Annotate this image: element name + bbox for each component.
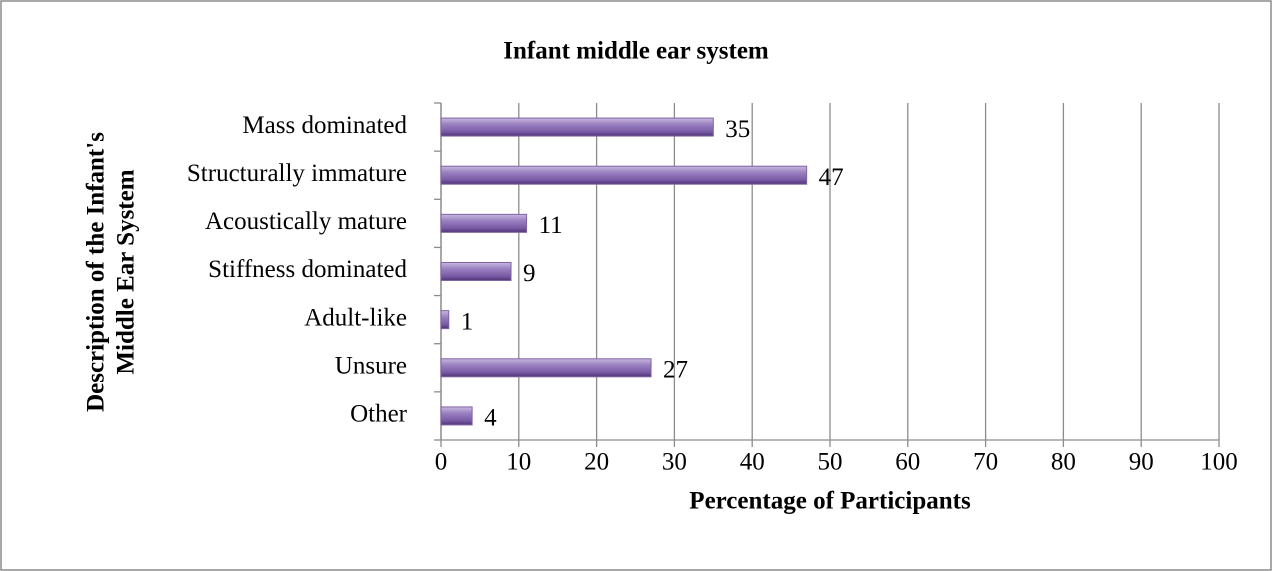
- y-tick-label: Stiffness dominated: [208, 256, 407, 283]
- bar: [440, 117, 714, 137]
- x-tick-label: 50: [818, 449, 843, 476]
- x-tick-label: 70: [973, 449, 998, 476]
- y-tick-label: Acoustically mature: [205, 208, 407, 235]
- y-tick-label: Structurally immature: [187, 160, 407, 187]
- x-tick-label: 0: [435, 449, 448, 476]
- x-tick-label: 30: [662, 449, 687, 476]
- data-label: 35: [725, 116, 750, 143]
- data-label: 9: [523, 260, 536, 287]
- x-tick-label: 60: [895, 449, 920, 476]
- chart-title: Infant middle ear system: [503, 38, 769, 65]
- data-label: 47: [819, 164, 844, 191]
- x-tick-label: 20: [584, 449, 609, 476]
- x-axis-title: Percentage of Participants: [689, 488, 971, 515]
- bar: [440, 406, 473, 426]
- y-tick-label: Adult-like: [304, 304, 407, 331]
- y-axis-title: Description of the Infant's: [83, 132, 110, 412]
- bar: [440, 310, 450, 330]
- y-axis-title: Middle Ear System: [113, 169, 140, 374]
- x-tick-label: 90: [1129, 449, 1154, 476]
- y-tick-label: Mass dominated: [242, 112, 407, 139]
- x-tick-label: 100: [1200, 449, 1238, 476]
- data-label: 11: [539, 212, 563, 239]
- bar: [440, 358, 652, 378]
- bar: [440, 262, 512, 281]
- data-label: 4: [484, 405, 497, 432]
- data-label: 1: [461, 308, 474, 335]
- bar: [440, 213, 528, 233]
- x-tick-label: 80: [1051, 449, 1076, 476]
- x-tick-label: 40: [740, 449, 765, 476]
- x-tick-label: 10: [506, 449, 531, 476]
- bar: [440, 165, 808, 185]
- y-tick-label: Other: [350, 401, 408, 428]
- y-tick-label: Unsure: [335, 353, 407, 380]
- data-label: 27: [663, 357, 688, 384]
